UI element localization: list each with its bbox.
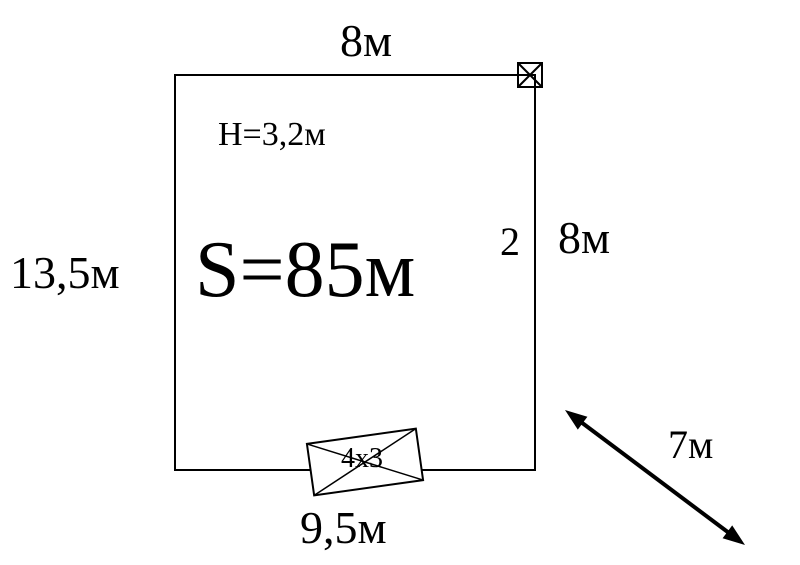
door-dim-label: 4x3 — [341, 445, 383, 473]
height-label: H=3,2м — [218, 118, 326, 152]
floor-plan-diagram: 8м 8м 13,5м 9,5м 7м H=3,2м 4x3 S=85м 2 — [0, 0, 800, 565]
area-label: S=85м — [195, 230, 415, 310]
dim-right-label: 8м — [558, 215, 610, 261]
area-label-sup: 2 — [500, 222, 520, 262]
dim-arrow-label: 7м — [668, 425, 713, 465]
dim-top-label: 8м — [340, 18, 392, 64]
dim-left-label: 13,5м — [10, 250, 120, 296]
dim-bottom-label: 9,5м — [300, 505, 387, 551]
